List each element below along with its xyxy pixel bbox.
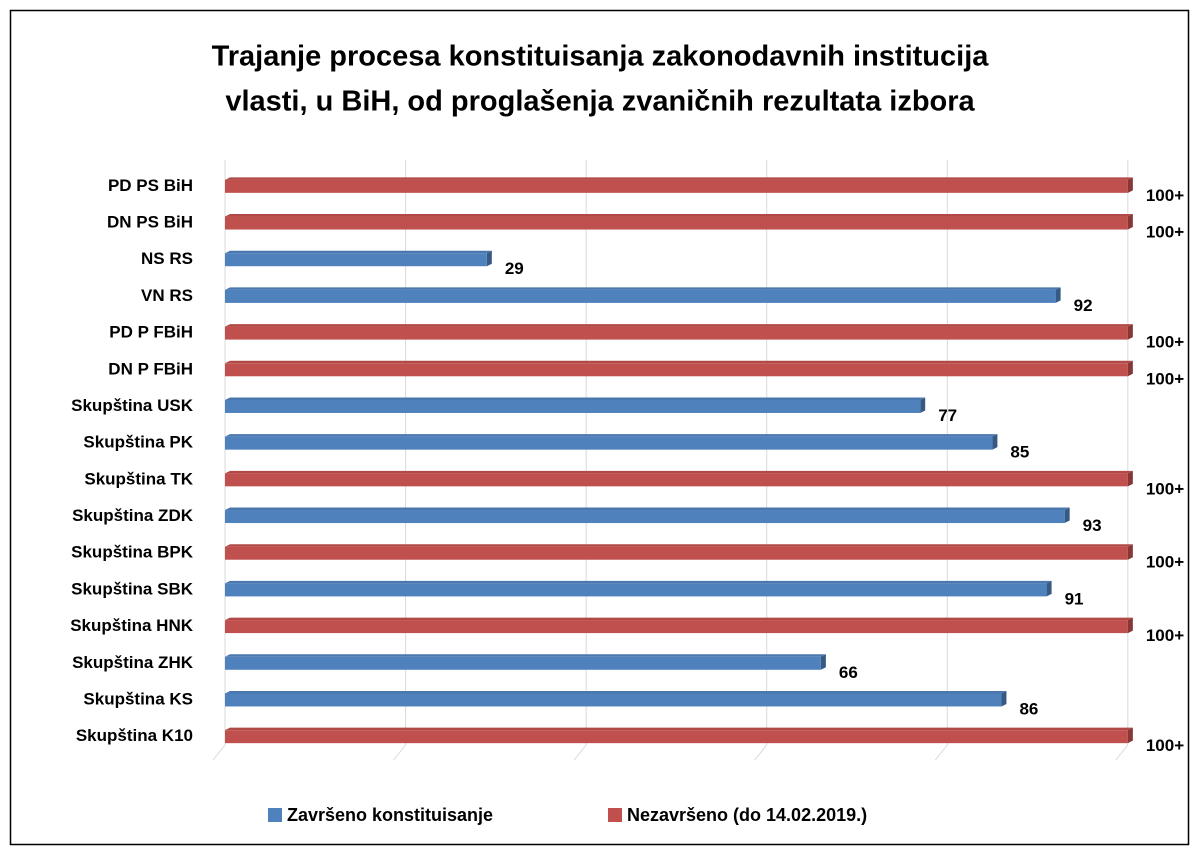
bar [225,546,1128,560]
bar [225,583,1047,597]
bar-top [225,544,1133,547]
y-tick-label: PD PS BiH [108,176,193,195]
bar-top [225,287,1061,290]
chart-title: Trajanje procesa konstituisanja zakonoda… [212,41,990,73]
bar [225,326,1128,340]
bar [225,620,1128,634]
bar-end [1127,470,1133,487]
data-label: 66 [839,663,858,682]
bar [225,363,1128,377]
data-label: 100+ [1146,479,1184,498]
bar-end [1064,507,1070,524]
bar-top [225,324,1133,327]
bar [225,656,821,670]
bar-top [225,617,1133,621]
data-label: 29 [505,259,524,278]
data-label: 91 [1065,589,1084,608]
bar-end [1127,544,1133,560]
data-label: 92 [1074,296,1093,315]
bar-end [1127,214,1133,230]
data-label: 93 [1083,516,1102,535]
y-tick-label: Skupština ZDK [72,506,194,525]
bar-top [225,177,1133,180]
bar [225,289,1056,303]
bar-end [1127,727,1133,744]
y-tick-label: Skupština TK [84,469,193,488]
y-tick-label: Skupština SBK [71,579,194,598]
y-tick-label: DN P FBiH [108,359,193,378]
bar-top [225,507,1070,511]
data-label: 100+ [1146,553,1184,572]
bar-top [225,250,492,254]
legend-label: Nezavršeno (do 14.02.2019.) [627,805,867,825]
data-label: 100+ [1146,626,1184,645]
bar-top [225,470,1133,474]
bar-end [1001,690,1007,707]
bar-end [1127,177,1133,193]
y-tick-label: Skupština ZHK [72,653,194,672]
bar-end [1046,580,1052,597]
grid-floor [573,744,587,761]
bar-top [225,397,926,400]
bar-end [920,397,926,413]
bar-end [486,250,492,267]
bar-top [225,580,1052,584]
y-tick-label: VN RS [141,286,193,305]
bar-end [1127,617,1133,634]
data-label: 86 [1019,699,1038,718]
legend-swatch [608,808,622,822]
data-label: 77 [938,406,957,425]
bar-top [225,434,998,437]
data-label: 100+ [1146,736,1184,755]
bar-top [225,690,1007,694]
bar-top [225,360,1133,364]
data-label: 85 [1010,443,1029,462]
legend-swatch [268,808,282,822]
data-label: 100+ [1146,186,1184,205]
y-tick-label: Skupština K10 [76,726,193,745]
bar [225,253,487,267]
bar-end [1055,287,1061,303]
bar-top [225,214,1133,217]
chart-title: vlasti, u BiH, od proglašenja zvaničnih … [225,86,975,118]
y-tick-label: Skupština BPK [71,543,194,562]
bar-end [820,654,826,670]
y-tick-label: Skupština KS [83,689,193,708]
bar [225,510,1065,524]
bar-top [225,654,826,657]
grid-floor [934,744,948,761]
bar [225,693,1002,707]
data-label: 100+ [1146,333,1184,352]
bar-top [225,727,1133,731]
y-tick-label: Skupština PK [83,433,193,452]
bar-end [1127,360,1133,377]
bar [225,399,921,413]
chart-frame [9,9,1190,846]
y-tick-label: DN PS BiH [107,213,193,232]
grid-floor [1115,744,1129,761]
data-label: 100+ [1146,223,1184,242]
y-tick-label: PD P FBiH [109,323,193,342]
y-tick-label: Skupština USK [71,396,194,415]
bar [225,730,1128,744]
bar [225,473,1128,487]
bar-end [1127,324,1133,340]
bar [225,179,1128,193]
grid-floor [393,744,406,761]
y-tick-label: Skupština HNK [70,616,194,635]
bar [225,216,1128,230]
bar-end [992,434,998,450]
grid-floor [754,744,768,761]
grid-floor [212,744,226,761]
y-tick-label: NS RS [141,249,193,268]
data-label: 100+ [1146,369,1184,388]
legend-label: Završeno konstituisanje [287,805,493,825]
bar [225,436,993,450]
